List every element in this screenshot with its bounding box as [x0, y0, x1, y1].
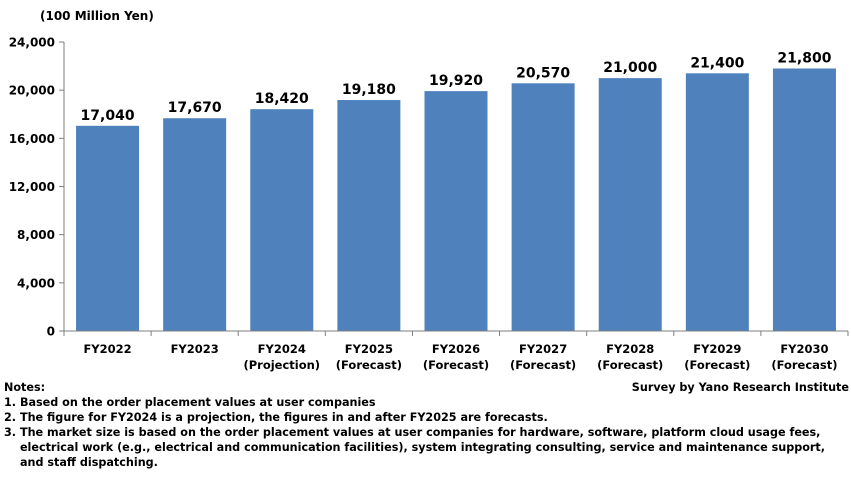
note-number: 1.	[4, 396, 20, 409]
bar-value-label: 21,400	[690, 55, 744, 71]
note-number: 3.	[4, 426, 20, 439]
bar-value-label: 21,800	[777, 50, 831, 66]
x-category-label: FY2030 (Forecast)	[771, 342, 837, 372]
notes-list: 1. Based on the order placement values a…	[4, 395, 849, 470]
x-category-label: FY2024 (Projection)	[243, 342, 320, 372]
value-labels: 17,040 17,670 18,420 19,180 19,920 20,570 21,0…	[81, 50, 832, 123]
source-credit: Survey by Yano Research Institute	[631, 381, 849, 394]
note-item: 2. The figure for FY2024 is a projection…	[4, 410, 849, 425]
x-category-label: FY2027 (Forecast)	[510, 342, 576, 372]
notes-heading: Notes:	[4, 381, 46, 394]
x-category-label: FY2022	[83, 342, 131, 356]
bar	[772, 68, 836, 331]
bar	[76, 125, 140, 331]
y-axis-ticks: 0 4,000 8,000 12,000 16,000 20,000 24,000	[9, 36, 849, 339]
bar-value-label: 19,180	[342, 82, 396, 98]
bars	[76, 68, 836, 331]
bar	[250, 109, 314, 331]
bar-value-label: 18,420	[255, 91, 309, 107]
bar	[685, 73, 749, 331]
note-text: The figure for FY2024 is a projection, t…	[19, 411, 548, 424]
bar	[511, 83, 575, 331]
y-tick-label: 20,000	[9, 84, 55, 98]
y-tick-label: 24,000	[9, 36, 55, 50]
x-category-label: FY2023	[171, 342, 219, 356]
bar	[598, 78, 662, 331]
x-axis-labels: FY2022 FY2023 FY2024 (Projection) FY2025 (For…	[83, 342, 837, 372]
y-tick-label: 4,000	[17, 276, 55, 290]
y-tick-label: 12,000	[9, 180, 55, 194]
note-text: Based on the order placement values at u…	[19, 396, 376, 409]
y-tick-label: 0	[47, 325, 55, 339]
y-tick-label: 8,000	[17, 228, 55, 242]
x-category-label: FY2026 (Forecast)	[423, 342, 489, 372]
bar	[163, 118, 227, 331]
note-text: The market size is based on the order pl…	[19, 426, 826, 469]
note-number: 2.	[4, 411, 20, 424]
notes-section: Notes: Survey by Yano Research Institute…	[4, 380, 849, 470]
bar-value-label: 17,040	[81, 108, 135, 124]
bar-value-label: 21,000	[603, 60, 657, 76]
note-item: 3. The market size is based on the order…	[4, 425, 849, 470]
y-axis-unit-label: (100 Million Yen)	[40, 9, 154, 23]
bar-value-label: 19,920	[429, 73, 483, 89]
note-item: 1. Based on the order placement values a…	[4, 395, 849, 410]
y-tick-label: 16,000	[9, 132, 55, 146]
x-category-label: FY2029 (Forecast)	[684, 342, 750, 372]
bar	[424, 91, 488, 331]
x-category-label: FY2028 (Forecast)	[597, 342, 663, 372]
bar-value-label: 17,670	[168, 100, 222, 116]
bar-value-label: 20,570	[516, 65, 570, 81]
x-category-label: FY2025 (Forecast)	[336, 342, 402, 372]
notes-header: Notes: Survey by Yano Research Institute	[4, 380, 849, 395]
bar	[337, 100, 401, 331]
